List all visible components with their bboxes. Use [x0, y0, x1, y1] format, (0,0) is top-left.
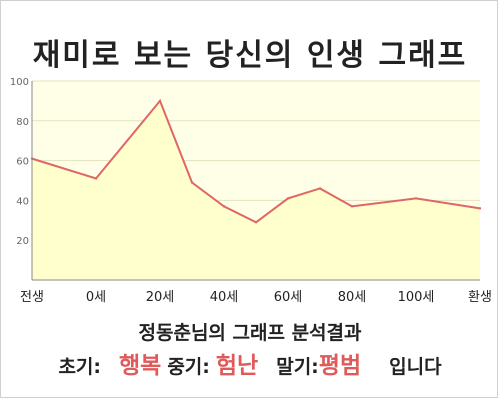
x-tick-label-4: 60세: [274, 290, 303, 305]
mid-value: 험난: [215, 353, 259, 379]
x-tick-label-1: 0세: [86, 290, 106, 305]
y-tick-label-3: 80: [16, 117, 29, 128]
x-tick-label-2: 20세: [146, 290, 175, 305]
data-point-9: [414, 197, 418, 200]
data-point-2: [158, 99, 162, 103]
life-graph-chart: 20 40 60 80 100 전생 0세 20세 40세 60세 80세 100세 환생: [10, 77, 492, 305]
data-point-8: [350, 205, 354, 208]
data-point-4: [222, 205, 226, 208]
x-tick-label-3: 40세: [210, 290, 239, 305]
y-tick-label-1: 40: [16, 196, 29, 207]
data-point-7: [318, 187, 322, 190]
data-point-5: [254, 221, 258, 224]
x-tick-label-5: 80세: [338, 290, 367, 305]
late-label: 말기:: [276, 356, 319, 378]
data-point-3: [190, 181, 194, 184]
x-tick-label-0: 전생: [20, 290, 44, 305]
y-tick-label-0: 20: [16, 236, 29, 247]
early-label: 초기:: [58, 356, 101, 378]
mid-label: 중기:: [167, 356, 210, 378]
x-tick-label-7: 환생: [468, 290, 492, 305]
y-tick-label-4: 100: [10, 77, 29, 88]
x-tick-label-6: 100세: [398, 290, 435, 305]
late-value: 평범: [318, 353, 362, 379]
data-point-6: [286, 197, 290, 200]
early-value: 행복: [119, 353, 162, 379]
y-tick-label-2: 60: [16, 157, 29, 168]
chart-title: 재미로 보는 당신의 인생 그래프: [32, 38, 468, 73]
analysis-result: 초기: 행복 중기: 험난 말기: 평범 입니다: [0, 346, 500, 380]
data-point-1: [94, 177, 98, 180]
area-fill: [32, 100, 480, 281]
analysis-heading: 정동춘님의 그래프 분석결과: [138, 322, 362, 344]
data-point-10: [478, 207, 482, 210]
ending-text: 입니다: [389, 356, 442, 378]
